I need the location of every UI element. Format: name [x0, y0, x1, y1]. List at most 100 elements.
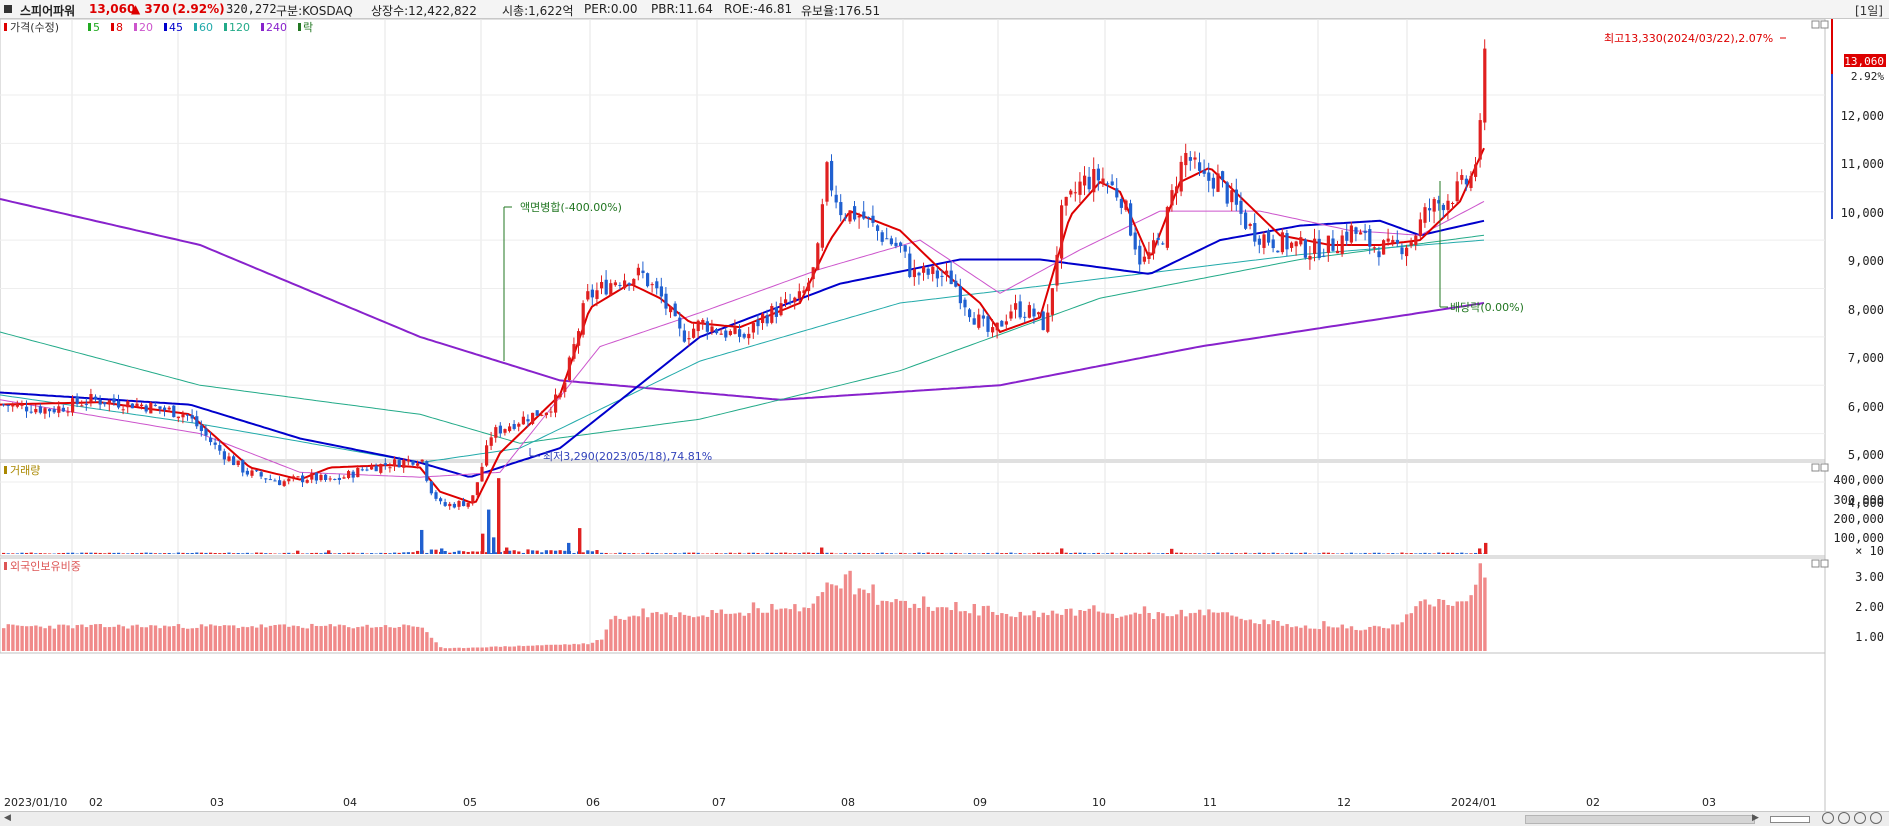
- foreign-bar: [958, 611, 963, 651]
- volume-bar: [968, 553, 972, 554]
- foreign-bar: [471, 647, 475, 651]
- stock-name[interactable]: 스피어파워: [20, 4, 76, 18]
- candle-body: [788, 301, 792, 303]
- scroll-right-icon[interactable]: ▶: [1752, 813, 1759, 823]
- foreign-bar: [121, 626, 125, 651]
- volume-bar: [1133, 552, 1137, 554]
- foreign-bar: [278, 624, 282, 651]
- foreign-bar: [1069, 608, 1073, 651]
- volume-bar: [117, 552, 121, 554]
- candle-body: [273, 480, 277, 482]
- foreign-bar: [1474, 584, 1478, 651]
- volume-bar: [544, 550, 548, 554]
- foreign-bar: [480, 647, 484, 651]
- volume-bar: [80, 552, 84, 554]
- volume-bar: [1326, 552, 1330, 554]
- foreign-bar: [1308, 628, 1312, 651]
- foreign-tick: 2.00: [1855, 600, 1884, 614]
- volume-bar: [1000, 553, 1004, 554]
- volume-bar: [692, 552, 696, 554]
- volume-bar: [255, 552, 259, 554]
- foreign-bar: [604, 629, 608, 651]
- volume-bar: [130, 553, 134, 554]
- foreign-bar: [912, 603, 917, 651]
- volume-bar: [774, 553, 778, 554]
- candle-body: [126, 401, 130, 408]
- foreign-bar: [678, 612, 682, 651]
- panel-buttons[interactable]: [1811, 20, 1829, 568]
- foreign-bar: [434, 642, 438, 651]
- foreign-bar: [324, 625, 328, 651]
- volume-bar: [595, 550, 599, 554]
- volume-bar: [218, 553, 222, 554]
- candle-body: [1161, 243, 1165, 245]
- candle-body: [38, 406, 42, 413]
- volume-bar: [107, 552, 111, 554]
- volume-bar: [788, 553, 792, 554]
- zoom-reset-icon[interactable]: [1838, 812, 1850, 824]
- volume-bar: [48, 553, 52, 554]
- candle-body: [457, 500, 461, 507]
- volume-bar: [1405, 553, 1409, 554]
- foreign-bar: [1234, 616, 1239, 651]
- horizontal-scrollbar[interactable]: ◀ ▶: [0, 811, 1889, 826]
- foreign-bar: [595, 640, 599, 651]
- candle-body: [664, 293, 668, 309]
- foreign-bar: [646, 617, 650, 651]
- candle-body: [586, 291, 590, 300]
- foreign-bar: [227, 625, 231, 651]
- zoom-in-icon[interactable]: [1854, 812, 1866, 824]
- candle-body: [641, 270, 645, 274]
- volume-bar: [1244, 552, 1248, 554]
- candle-body: [163, 407, 167, 411]
- foreign-bar: [287, 626, 291, 651]
- scroll-left-icon[interactable]: ◀: [4, 813, 11, 823]
- foreign-bar: [1046, 615, 1050, 651]
- volume-bar: [1437, 552, 1441, 554]
- foreign-bar: [747, 613, 751, 651]
- candle-body: [738, 329, 742, 337]
- volume-bar: [121, 553, 125, 554]
- volume-bar: [866, 553, 870, 554]
- scroll-thumb[interactable]: [1525, 815, 1755, 824]
- candle-body: [912, 269, 916, 278]
- candle-body: [475, 482, 479, 496]
- foreign-bar: [1184, 616, 1188, 651]
- candle-body: [1253, 223, 1257, 242]
- volume-bar: [871, 553, 875, 554]
- candle-body: [1106, 183, 1110, 185]
- chart-area[interactable]: 12,000 11,000 10,000 9,000 8,000 7,000 6…: [0, 19, 1889, 811]
- foreign-tick: 1.00: [1855, 630, 1884, 644]
- volume-bar: [324, 552, 328, 554]
- zoom-out-icon[interactable]: [1822, 812, 1834, 824]
- foreign-bar: [71, 628, 75, 651]
- candle-body: [600, 282, 604, 289]
- volume-bar: [158, 553, 162, 554]
- candle-body: [29, 411, 33, 413]
- volume-bar: [880, 552, 884, 554]
- x-tick: 09: [973, 796, 987, 809]
- foreign-bar: [590, 642, 595, 651]
- candle-body: [917, 272, 921, 276]
- volume-bar: [1073, 552, 1077, 554]
- volume-unit: × 10: [1855, 544, 1884, 558]
- candle-body: [485, 445, 489, 466]
- foreign-bar: [526, 645, 530, 651]
- foreign-bar: [1032, 610, 1036, 651]
- foreign-bar: [664, 612, 668, 651]
- zoom-fit-icon[interactable]: [1870, 812, 1882, 824]
- candle-body: [1267, 230, 1271, 243]
- x-tick: 04: [343, 796, 357, 809]
- per-value: PER:0.00: [584, 2, 638, 16]
- foreign-bar: [1050, 610, 1055, 651]
- candle-body: [1414, 235, 1418, 245]
- last-price-tag-text: 13,060: [1844, 55, 1884, 68]
- volume-tick: 200,000: [1833, 512, 1884, 526]
- zoom-slider[interactable]: [1770, 816, 1810, 823]
- interval-selector[interactable]: [1일]: [1854, 4, 1883, 18]
- candle-body: [227, 456, 231, 461]
- volume-bar: [669, 553, 673, 554]
- volume-bar: [186, 553, 190, 554]
- volume-bar: [705, 553, 709, 554]
- candle-body: [521, 416, 525, 425]
